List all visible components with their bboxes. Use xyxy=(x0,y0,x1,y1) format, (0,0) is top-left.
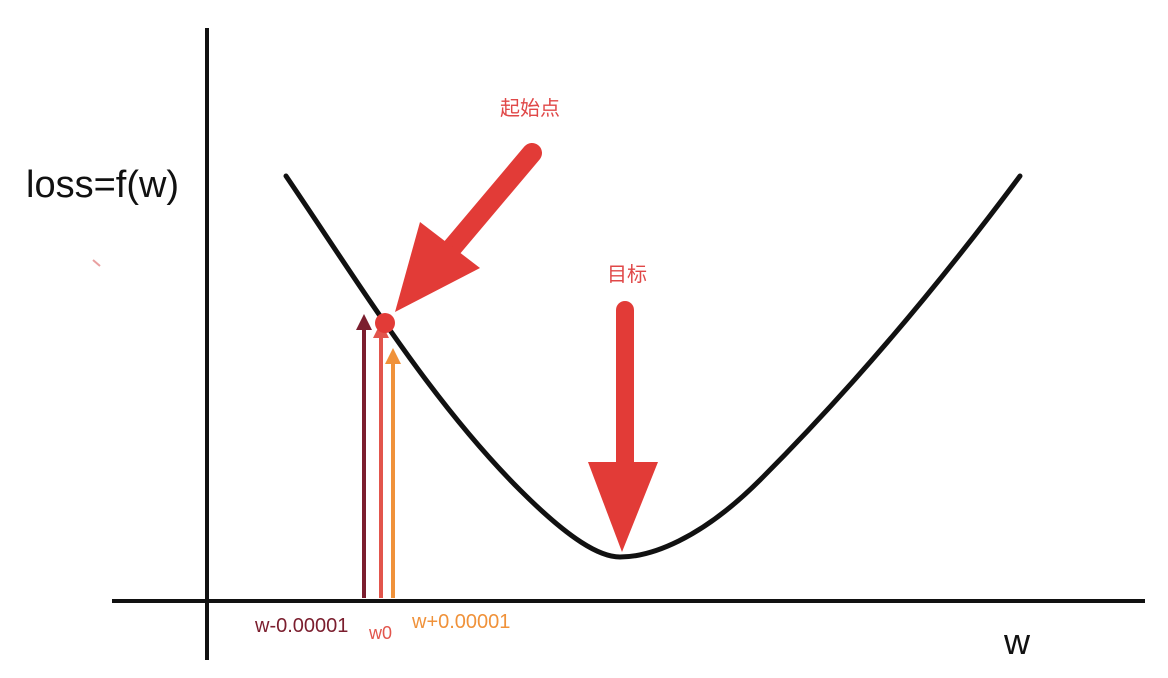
w0-label: w0 xyxy=(369,623,393,643)
w-plus-label: w+0.00001 xyxy=(412,611,511,633)
target-arrow-head xyxy=(588,462,658,552)
w-minus-label: w-0.00001 xyxy=(255,615,349,637)
start-arrow-shaft xyxy=(430,143,542,272)
stray-mark xyxy=(92,259,101,267)
loss-curve xyxy=(283,173,1023,560)
start-point-label: 起始点 xyxy=(500,96,560,120)
target-label: 目标 xyxy=(607,262,647,286)
y-axis-label: loss=f(w) xyxy=(26,164,180,206)
start-point-dot xyxy=(375,313,395,333)
x-axis-label: w xyxy=(1004,621,1030,662)
start-arrow-head xyxy=(395,222,480,312)
